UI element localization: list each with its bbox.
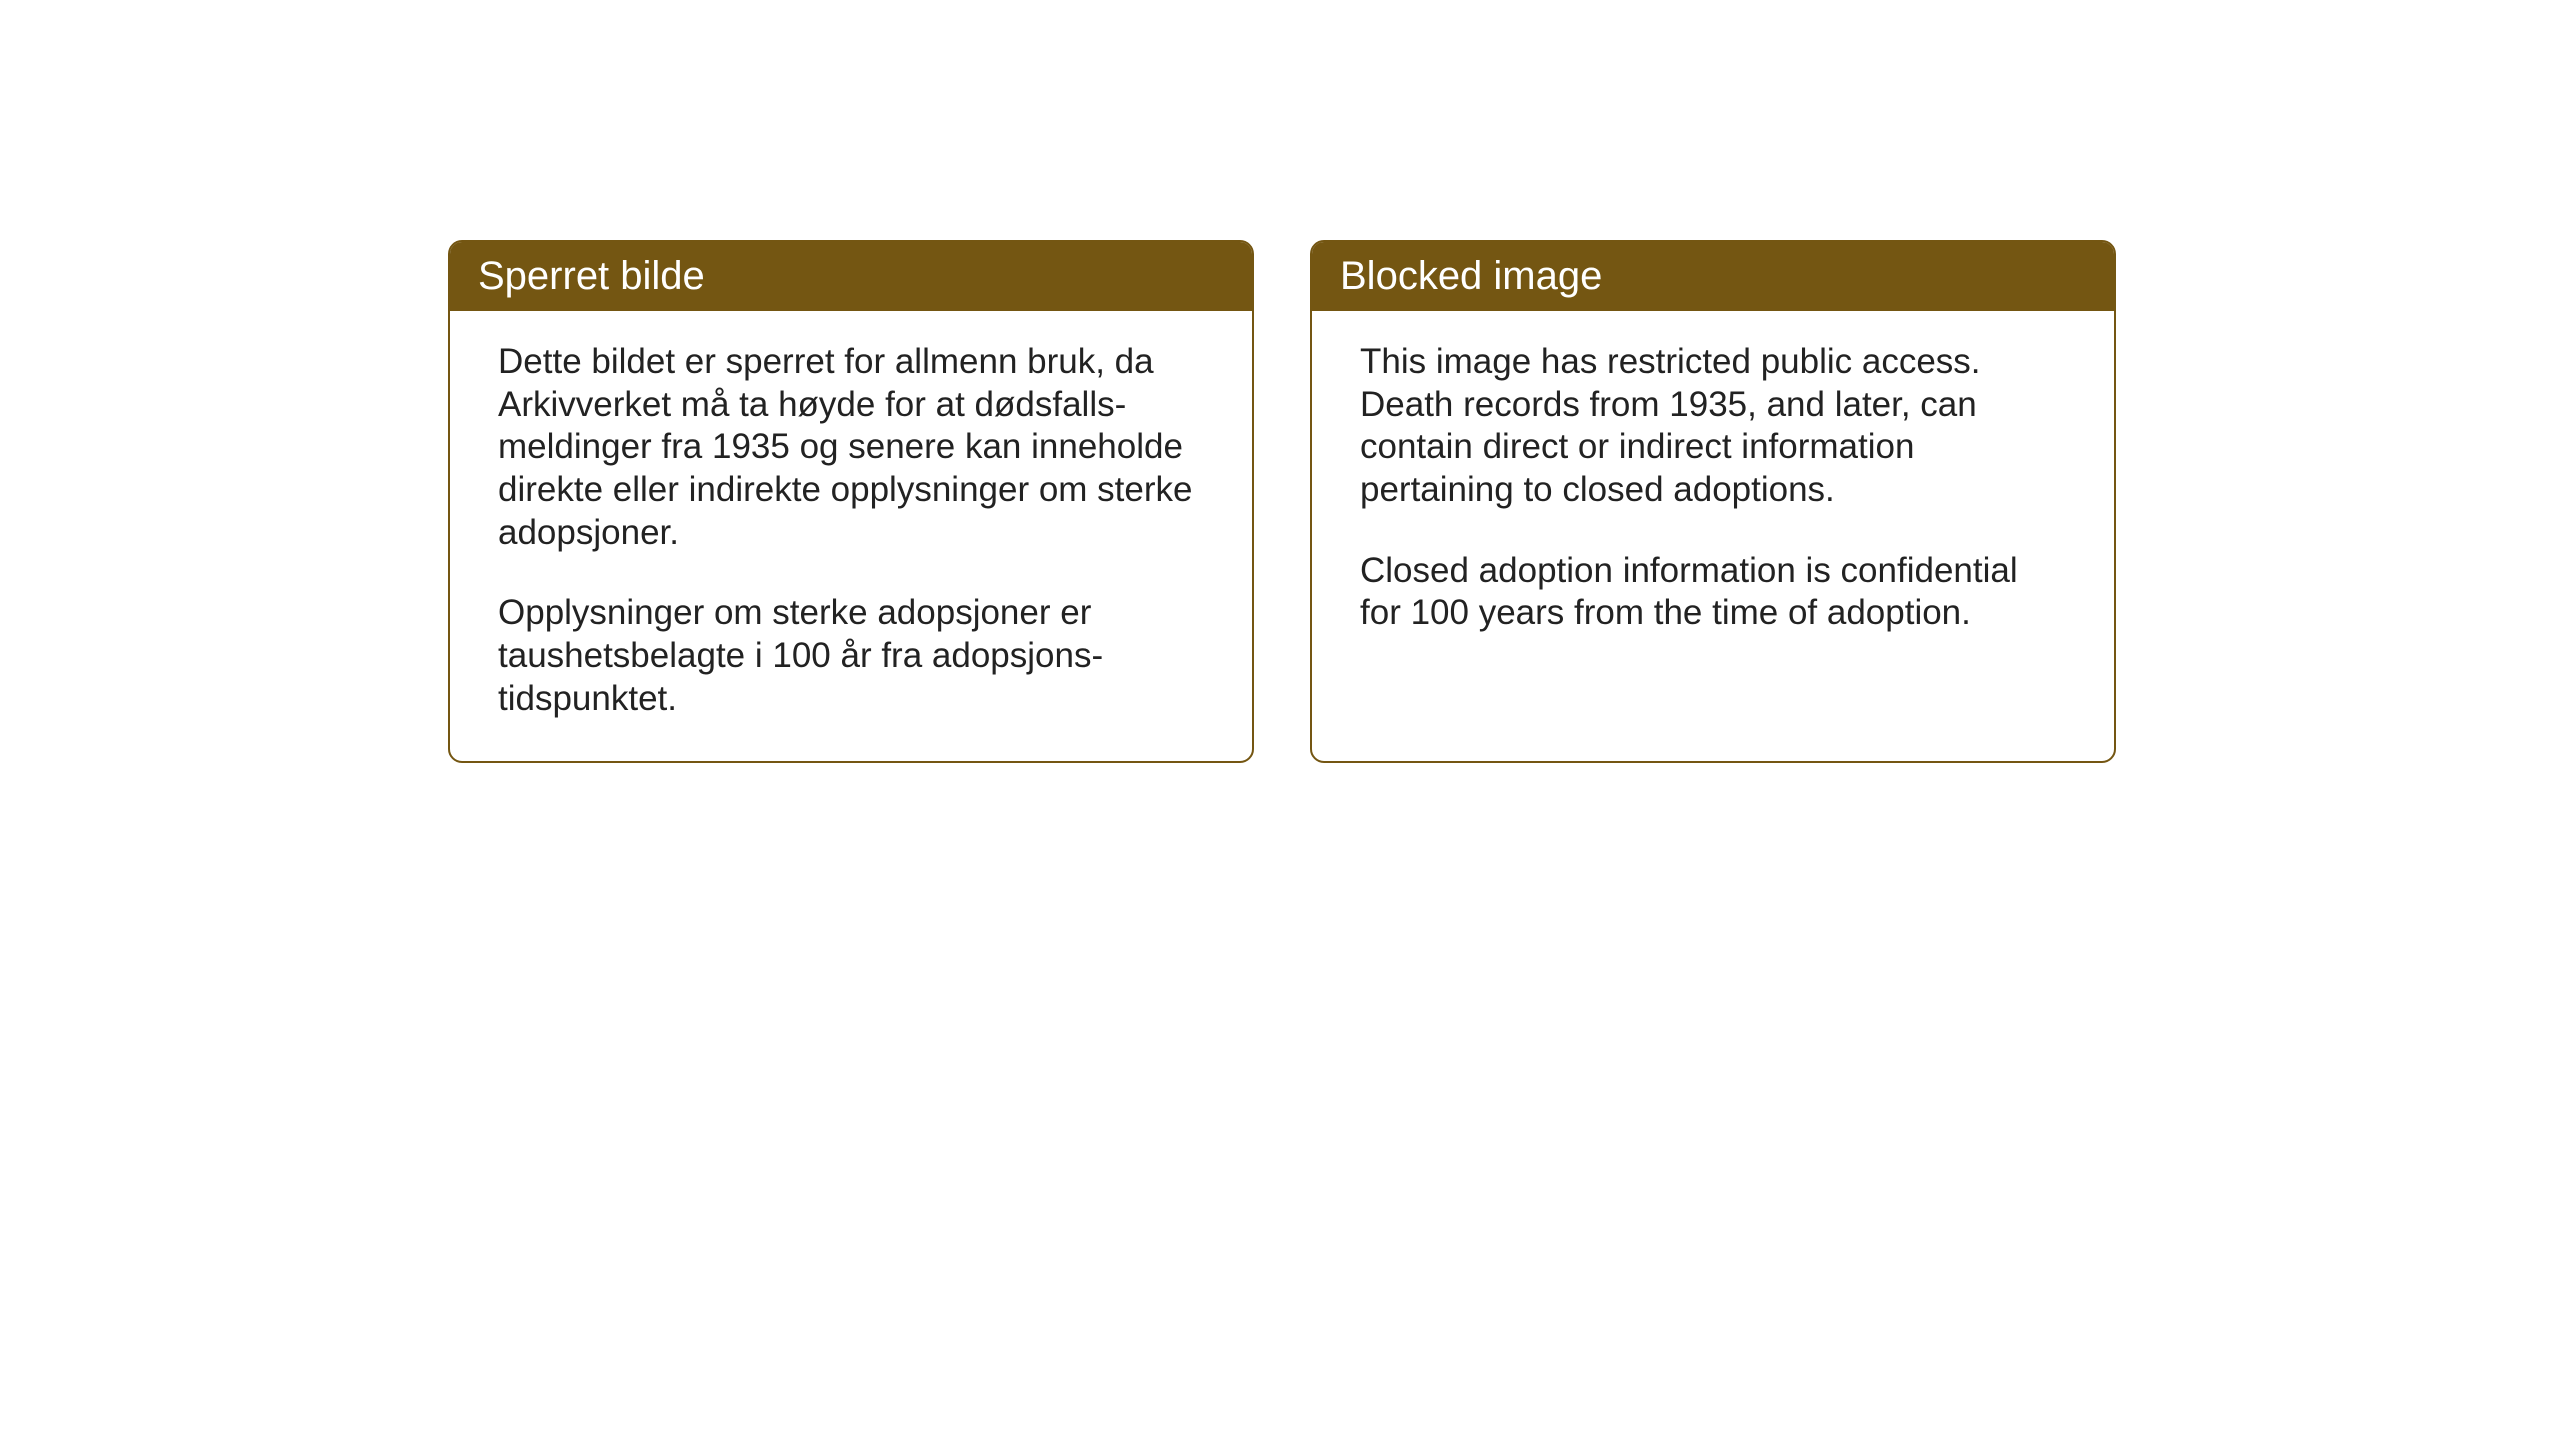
card-body-english: This image has restricted public access.… (1312, 311, 2114, 739)
notice-card-norwegian: Sperret bilde Dette bildet er sperret fo… (448, 240, 1254, 763)
card-paragraph-2-norwegian: Opplysninger om sterke adopsjoner er tau… (498, 592, 1204, 720)
card-title-norwegian: Sperret bilde (478, 254, 705, 298)
card-body-norwegian: Dette bildet er sperret for allmenn bruk… (450, 311, 1252, 761)
notice-card-english: Blocked image This image has restricted … (1310, 240, 2116, 763)
card-header-norwegian: Sperret bilde (450, 242, 1252, 311)
card-title-english: Blocked image (1340, 254, 1602, 298)
card-header-english: Blocked image (1312, 242, 2114, 311)
card-paragraph-1-english: This image has restricted public access.… (1360, 341, 2066, 512)
card-paragraph-1-norwegian: Dette bildet er sperret for allmenn bruk… (498, 341, 1204, 554)
card-paragraph-2-english: Closed adoption information is confident… (1360, 550, 2066, 635)
notice-cards-container: Sperret bilde Dette bildet er sperret fo… (448, 240, 2116, 763)
